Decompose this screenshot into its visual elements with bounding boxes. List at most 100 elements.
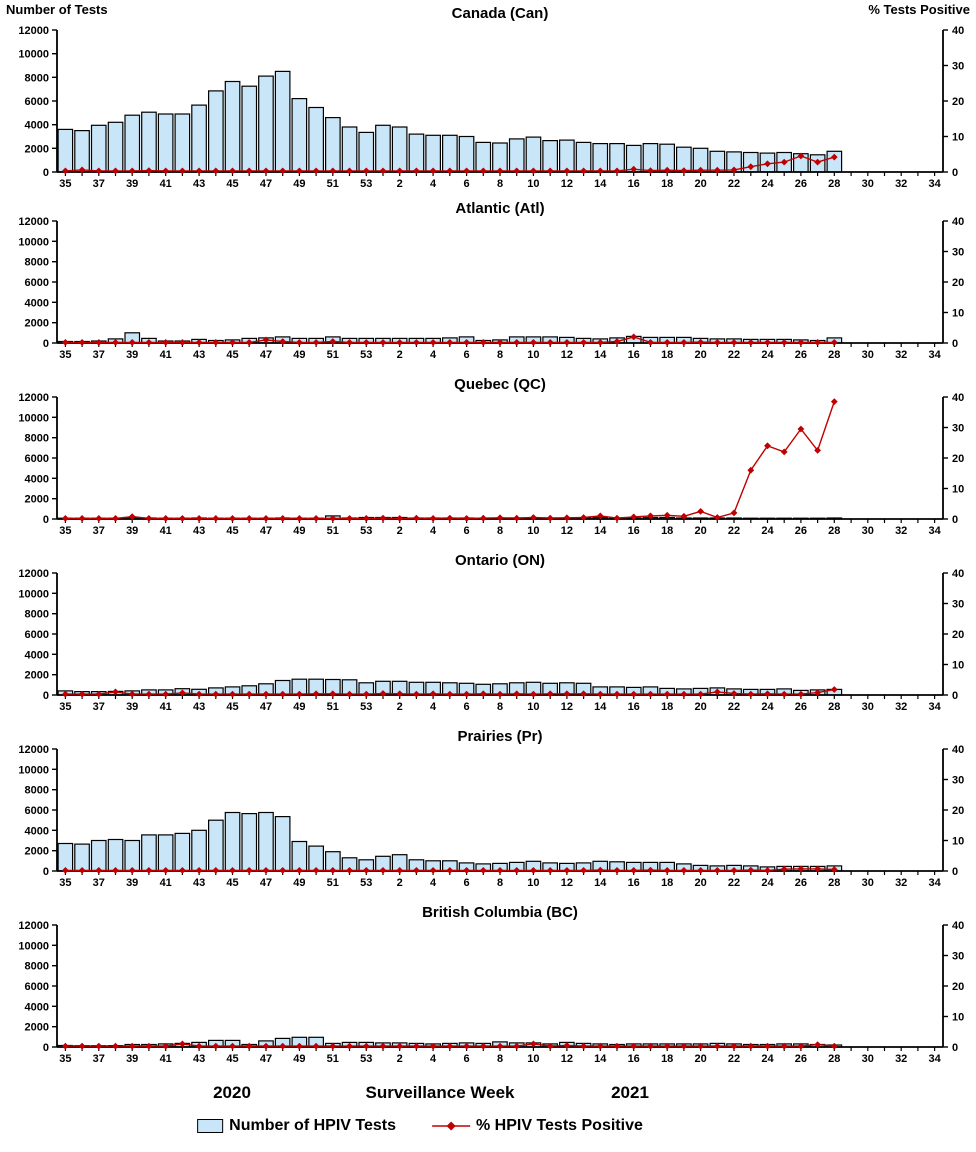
x-axis-title: Surveillance Week bbox=[365, 1083, 515, 1102]
pct-positive-markers bbox=[62, 398, 838, 522]
svg-text:40: 40 bbox=[952, 568, 964, 580]
svg-text:12000: 12000 bbox=[18, 216, 49, 228]
svg-text:12000: 12000 bbox=[18, 392, 49, 404]
svg-text:30: 30 bbox=[952, 775, 964, 787]
left-axis-ticks: 0 2000 4000 6000 8000 10000 12000 bbox=[18, 568, 57, 702]
pct-positive-line bbox=[65, 401, 835, 520]
svg-text:30: 30 bbox=[952, 61, 964, 73]
svg-text:26: 26 bbox=[795, 525, 807, 537]
svg-text:20: 20 bbox=[952, 96, 964, 108]
svg-text:2: 2 bbox=[397, 877, 403, 889]
svg-text:30: 30 bbox=[952, 951, 964, 963]
tests-bars bbox=[57, 811, 843, 872]
svg-text:2000: 2000 bbox=[25, 143, 49, 155]
svg-text:28: 28 bbox=[828, 349, 840, 361]
year-2020-label: 2020 bbox=[213, 1083, 251, 1102]
line-legend-label: % HPIV Tests Positive bbox=[475, 1117, 643, 1134]
panel-title-prairies: Prairies (Pr) bbox=[457, 728, 543, 745]
svg-text:26: 26 bbox=[795, 1053, 807, 1065]
svg-text:37: 37 bbox=[93, 349, 105, 361]
svg-text:39: 39 bbox=[126, 349, 138, 361]
right-axis-ticks: 0 10 20 30 40 bbox=[943, 25, 964, 179]
svg-text:6: 6 bbox=[464, 525, 470, 537]
svg-text:37: 37 bbox=[93, 525, 105, 537]
svg-text:30: 30 bbox=[862, 701, 874, 713]
bar-legend-swatch bbox=[197, 1119, 224, 1133]
svg-text:2000: 2000 bbox=[25, 494, 49, 506]
svg-text:51: 51 bbox=[327, 349, 339, 361]
svg-text:32: 32 bbox=[895, 701, 907, 713]
svg-text:12000: 12000 bbox=[18, 744, 49, 756]
svg-text:4000: 4000 bbox=[25, 120, 49, 132]
svg-text:41: 41 bbox=[160, 877, 172, 889]
svg-text:47: 47 bbox=[260, 525, 272, 537]
svg-text:20: 20 bbox=[952, 453, 964, 465]
svg-text:35: 35 bbox=[59, 877, 71, 889]
svg-text:0: 0 bbox=[43, 690, 49, 702]
svg-text:0: 0 bbox=[952, 514, 958, 526]
svg-text:14: 14 bbox=[594, 701, 607, 713]
svg-text:45: 45 bbox=[226, 877, 238, 889]
svg-text:12: 12 bbox=[561, 178, 573, 190]
svg-text:47: 47 bbox=[260, 877, 272, 889]
svg-text:2000: 2000 bbox=[25, 670, 49, 682]
svg-text:32: 32 bbox=[895, 178, 907, 190]
svg-text:10: 10 bbox=[527, 1053, 539, 1065]
svg-text:10: 10 bbox=[952, 308, 964, 320]
svg-text:41: 41 bbox=[160, 349, 172, 361]
svg-text:12: 12 bbox=[561, 701, 573, 713]
svg-text:45: 45 bbox=[226, 178, 238, 190]
x-axis-ticks: 35 37 39 41 43 45 47 49 51 53 2 4 6 8 10 12 14 16 18 20 22 24… bbox=[59, 695, 942, 713]
svg-text:22: 22 bbox=[728, 1053, 740, 1065]
svg-text:4000: 4000 bbox=[25, 825, 49, 837]
svg-text:4000: 4000 bbox=[25, 473, 49, 485]
svg-text:41: 41 bbox=[160, 178, 172, 190]
svg-text:16: 16 bbox=[628, 178, 640, 190]
svg-text:20: 20 bbox=[694, 701, 706, 713]
svg-text:28: 28 bbox=[828, 1053, 840, 1065]
svg-text:34: 34 bbox=[928, 1053, 941, 1065]
svg-text:37: 37 bbox=[93, 877, 105, 889]
svg-text:10000: 10000 bbox=[18, 764, 49, 776]
svg-text:20: 20 bbox=[694, 877, 706, 889]
svg-text:47: 47 bbox=[260, 1053, 272, 1065]
svg-text:8: 8 bbox=[497, 349, 503, 361]
svg-text:4: 4 bbox=[430, 877, 437, 889]
svg-text:26: 26 bbox=[795, 701, 807, 713]
svg-text:39: 39 bbox=[126, 1053, 138, 1065]
svg-text:10: 10 bbox=[952, 836, 964, 848]
svg-text:30: 30 bbox=[862, 349, 874, 361]
panel-canada: Number of Tests % Tests Positive Canada … bbox=[0, 0, 976, 197]
svg-text:12000: 12000 bbox=[18, 568, 49, 580]
svg-text:2: 2 bbox=[397, 525, 403, 537]
svg-text:24: 24 bbox=[761, 1053, 774, 1065]
svg-text:35: 35 bbox=[59, 178, 71, 190]
svg-text:10: 10 bbox=[952, 484, 964, 496]
svg-text:22: 22 bbox=[728, 701, 740, 713]
svg-text:2: 2 bbox=[397, 1053, 403, 1065]
svg-text:0: 0 bbox=[952, 167, 958, 179]
svg-text:4: 4 bbox=[430, 1053, 437, 1065]
svg-text:40: 40 bbox=[952, 392, 964, 404]
svg-text:34: 34 bbox=[928, 525, 941, 537]
axes bbox=[56, 573, 944, 696]
svg-text:43: 43 bbox=[193, 701, 205, 713]
svg-text:12: 12 bbox=[561, 877, 573, 889]
year-2021-label: 2021 bbox=[611, 1083, 649, 1102]
svg-text:12000: 12000 bbox=[18, 920, 49, 932]
svg-text:51: 51 bbox=[327, 1053, 339, 1065]
svg-text:41: 41 bbox=[160, 525, 172, 537]
svg-text:30: 30 bbox=[862, 525, 874, 537]
svg-text:26: 26 bbox=[795, 877, 807, 889]
svg-text:14: 14 bbox=[594, 525, 607, 537]
axes bbox=[56, 397, 944, 520]
x-axis-ticks: 35 37 39 41 43 45 47 49 51 53 2 4 6 8 10 12 14 16 18 20 22 24… bbox=[59, 519, 942, 537]
svg-text:20: 20 bbox=[694, 178, 706, 190]
panel-british-columbia: British Columbia (BC) 0 2000 4000 6000 8000 1… bbox=[0, 901, 976, 1077]
svg-text:37: 37 bbox=[93, 701, 105, 713]
svg-text:8000: 8000 bbox=[25, 785, 49, 797]
pct-positive-markers bbox=[62, 865, 838, 874]
svg-text:20: 20 bbox=[952, 277, 964, 289]
svg-text:20: 20 bbox=[694, 349, 706, 361]
svg-text:0: 0 bbox=[43, 338, 49, 350]
